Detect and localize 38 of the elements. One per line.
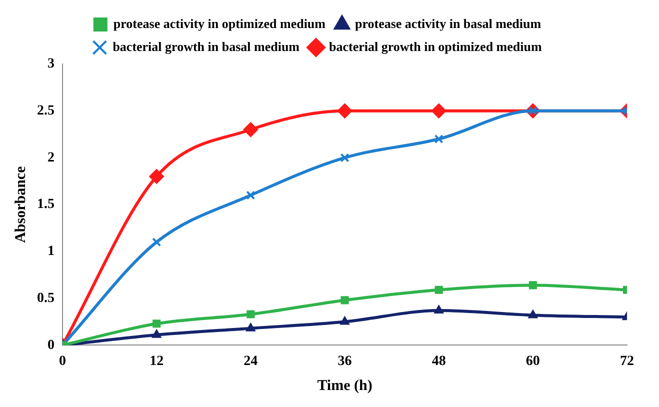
y-tick-label: 1.5: [37, 197, 54, 212]
point: [246, 322, 256, 332]
y-tick-label: 1: [48, 244, 54, 260]
x-axis-title: Time (h): [317, 378, 372, 394]
x-tick-label: 12: [150, 354, 164, 370]
point: [340, 153, 350, 162]
x-tick-label: 48: [432, 354, 446, 370]
y-tick-label: 2.5: [37, 103, 54, 118]
legend-label: protease activity in optimized medium: [113, 16, 326, 31]
y-tick-label: 0: [48, 338, 54, 353]
point: [337, 103, 352, 118]
point: [152, 238, 162, 247]
y-tick-label: 2: [48, 150, 54, 166]
y-tick-label: 0.5: [37, 290, 54, 306]
x-tick-label: 72: [620, 354, 634, 370]
legend-label: bacterial growth in basal medium: [112, 38, 300, 54]
point: [434, 134, 444, 144]
point: [434, 286, 443, 294]
point: [528, 310, 538, 318]
point: [431, 103, 446, 118]
point: [528, 281, 537, 290]
legend-label: protease activity in basal medium: [354, 16, 542, 31]
x-tick-label: 24: [244, 354, 258, 370]
y-axis-title: Absorbance: [12, 166, 29, 243]
point: [434, 305, 444, 314]
x-tick-label: 60: [526, 354, 540, 370]
legend-label: bacterial growth in optimized medium: [329, 38, 542, 54]
point: [149, 168, 164, 184]
point: [243, 122, 258, 138]
point: [152, 329, 162, 338]
x-tick-label: 36: [338, 354, 352, 370]
y-tick-label: 3: [48, 56, 54, 72]
point: [340, 296, 349, 304]
point: [340, 316, 350, 325]
point: [246, 310, 255, 318]
x-tick-label: 0: [59, 354, 66, 370]
point: [152, 320, 161, 328]
point: [246, 190, 256, 200]
